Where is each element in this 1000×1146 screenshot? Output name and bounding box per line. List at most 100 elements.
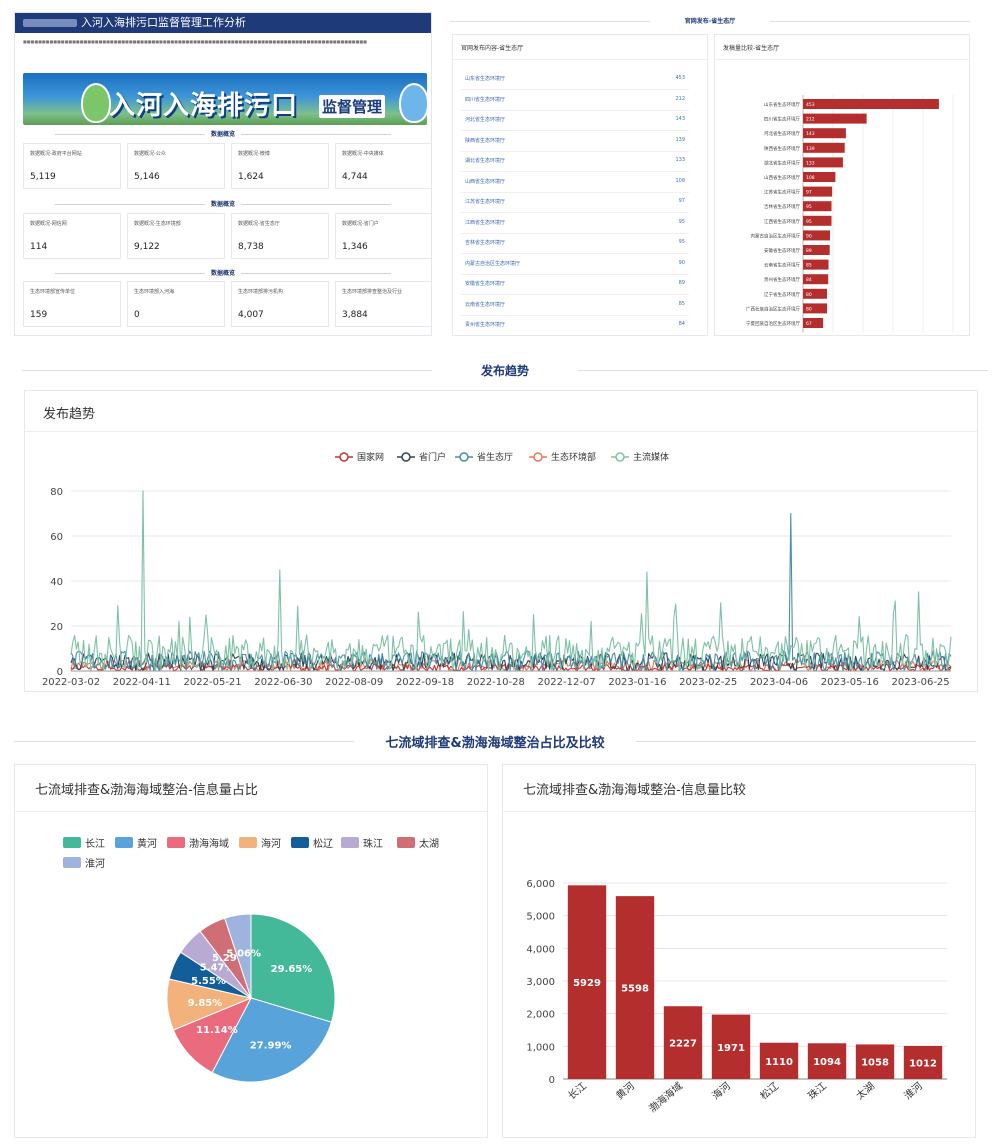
bar-value-label: 108: [806, 175, 815, 181]
bar-category-label: 四川省生态环境厅: [764, 116, 800, 123]
kpi-card: 数据概况-生态环境部 9,122: [127, 213, 225, 259]
x-tick-label: 2022-05-21: [184, 677, 242, 688]
x-category-label: 松辽: [757, 1079, 781, 1102]
legend-item: 生态环境部: [529, 451, 596, 463]
bar: [803, 274, 829, 285]
kpi-label: 数据概况-省门户: [342, 221, 379, 227]
bar-value-label: 85: [806, 263, 812, 269]
bar-value-label: 90: [806, 233, 812, 239]
province-bar-title: 发稿量比较-省生态厅: [715, 35, 969, 60]
legend-item: 省门户: [397, 451, 446, 463]
kpi-card: 数据概况-网信网 114: [23, 213, 121, 259]
kpi-label: 数据概况-中央媒体: [342, 151, 384, 157]
legend-item: 省生态厅: [455, 451, 513, 463]
pie-legend-item: 长江: [63, 835, 105, 850]
list-item-name: 内蒙古自治区生态环境厅: [465, 260, 521, 267]
x-tick-label: 2022-09-18: [396, 677, 454, 688]
y-tick-label: 40: [50, 577, 63, 588]
legend-marker: [401, 452, 411, 462]
list-item: 内蒙古自治区生态环境厅 90: [461, 254, 689, 275]
bar: [803, 215, 832, 226]
bar-value-label: 2227: [669, 1039, 697, 1050]
pie-legend-swatch: [63, 837, 81, 848]
kpi-card: 生态环境部宣传单位 159: [23, 281, 121, 327]
bar-category-label: 山西省生态环境厅: [764, 174, 800, 181]
pie-slice-label: 5.55%: [191, 976, 226, 987]
bar: [803, 288, 827, 299]
kpi-card: 数据概况-省生态厅 8,738: [231, 213, 329, 259]
list-item-name: 湖北省生态环境厅: [465, 158, 506, 164]
section-header-province: 官网发布-省生态厅: [450, 12, 970, 32]
bar-category-label: 安徽省生态环境厅: [764, 247, 800, 254]
report-intro-text: ■■■■■■■■■■■■■■■■■■■■■■■■■■■■■■■■■■■■■■■■…: [23, 39, 367, 44]
list-item-value: 84: [678, 321, 685, 327]
bar-value-label: 95: [806, 204, 812, 210]
kpi-card: 数据概况-公众 5,146: [127, 143, 225, 189]
kpi-value: 1,346: [342, 242, 368, 252]
list-item-name: 山西省生态环境厅: [465, 178, 506, 185]
y-tick-label: 80: [50, 487, 63, 498]
y-tick-label: 5,000: [526, 912, 555, 923]
legend-item: 主流媒体: [611, 451, 669, 463]
pie-slice: [211, 997, 333, 1083]
pie-legend-item: 松辽: [291, 835, 333, 850]
province-list-panel: 官网发布内容-省生态厅 山东省生态环境厅 453 四川省生态环境厅 212 河北省生态环…: [452, 34, 708, 336]
kpi-value: 3,884: [342, 310, 368, 320]
kpi-label: 生态环境部宣传单位: [30, 289, 76, 295]
kpi-card: 生态环境部排污机构 4,007: [231, 281, 329, 327]
x-tick-label: 2022-06-30: [254, 677, 312, 688]
trend-line-chart: 国家网 省门户 省生态厅 生态环境部 主流媒体 0 20 40 60 80 2022-03-02 20…: [42, 451, 952, 688]
pie-slice: [224, 913, 252, 999]
x-category-label: 长江: [566, 1080, 589, 1102]
report-title: 入河入海排污口监督管理工作分析: [81, 16, 246, 29]
x-tick-label: 2022-04-11: [113, 677, 171, 688]
bar: [803, 142, 845, 153]
redacted-text: [23, 19, 77, 27]
pie-legend-item: 渤海海域: [167, 835, 229, 850]
report-header: 入河入海排污口监督管理工作分析: [15, 13, 431, 33]
list-item-value: 133: [675, 157, 685, 163]
pie-legend-label: 黄河: [137, 839, 157, 850]
kpi-label: 生态环境部排查整治及行业: [342, 289, 403, 295]
list-item-value: 97: [678, 198, 685, 204]
basin-pie-panel: 七流域排查&渤海海域整治-信息量占比 长江 黄河 渤海海域 海河 松辽 珠江 太湖 淮河 29…: [14, 764, 488, 1138]
list-item-name: 安徽省生态环境厅: [465, 281, 506, 287]
list-item: 河北省生态环境厅 143: [461, 110, 689, 131]
list-item-value: 89: [678, 280, 685, 286]
y-tick-label: 1,000: [526, 1042, 555, 1053]
bar: [803, 318, 824, 328]
legend-marker: [339, 452, 349, 462]
pie-slice-label: 5.47%: [200, 963, 235, 974]
list-item-value: 85: [678, 300, 685, 307]
kpi-card: 数据概况-微博 1,624: [231, 143, 329, 189]
x-tick-label: 2022-12-07: [538, 677, 596, 688]
kpi-card: 数据概况-政府平台网站 5,119: [23, 143, 121, 189]
bar-category-label: 江苏省生态环境厅: [764, 189, 800, 196]
list-item: 陕西省生态环境厅 139: [461, 131, 689, 152]
legend-label: 省生态厅: [477, 451, 513, 463]
section-header-trend: 发布趋势: [22, 354, 988, 384]
bar-category-label: 云南省生态环境厅: [764, 262, 800, 269]
kpi-value: 1,624: [238, 172, 264, 182]
pie-legend-item: 海河: [239, 835, 281, 850]
section-title-overview-2: 数据概览: [23, 199, 423, 208]
y-tick-label: 20: [50, 622, 63, 633]
mascot-right-icon: [399, 83, 427, 123]
pie-slice-label: 5.29%: [212, 953, 247, 964]
bar-value-label: 89: [806, 248, 812, 254]
x-category-label: 黄河: [613, 1079, 637, 1102]
x-category-label: 淮河: [902, 1080, 925, 1102]
kpi-label: 生态环境部排污机构: [238, 289, 284, 295]
kpi-label: 数据概况-生态环境部: [134, 221, 181, 227]
bar: [807, 1043, 847, 1079]
list-item: 山西省生态环境厅 108: [461, 172, 689, 193]
bar: [663, 1006, 703, 1079]
bar: [615, 896, 655, 1079]
mascot-left-icon: [81, 83, 111, 123]
kpi-label: 数据概况-政府平台网站: [30, 151, 82, 157]
list-item-name: 河北省生态环境厅: [465, 117, 506, 123]
x-category-label: 太湖: [853, 1079, 877, 1102]
province-bar-panel: 发稿量比较-省生态厅 山东省生态环境厅 453 四川省生态环境厅 212 河北省生态环境…: [714, 34, 970, 336]
legend-marker: [459, 452, 469, 462]
pie-legend-item: 珠江: [341, 835, 383, 850]
